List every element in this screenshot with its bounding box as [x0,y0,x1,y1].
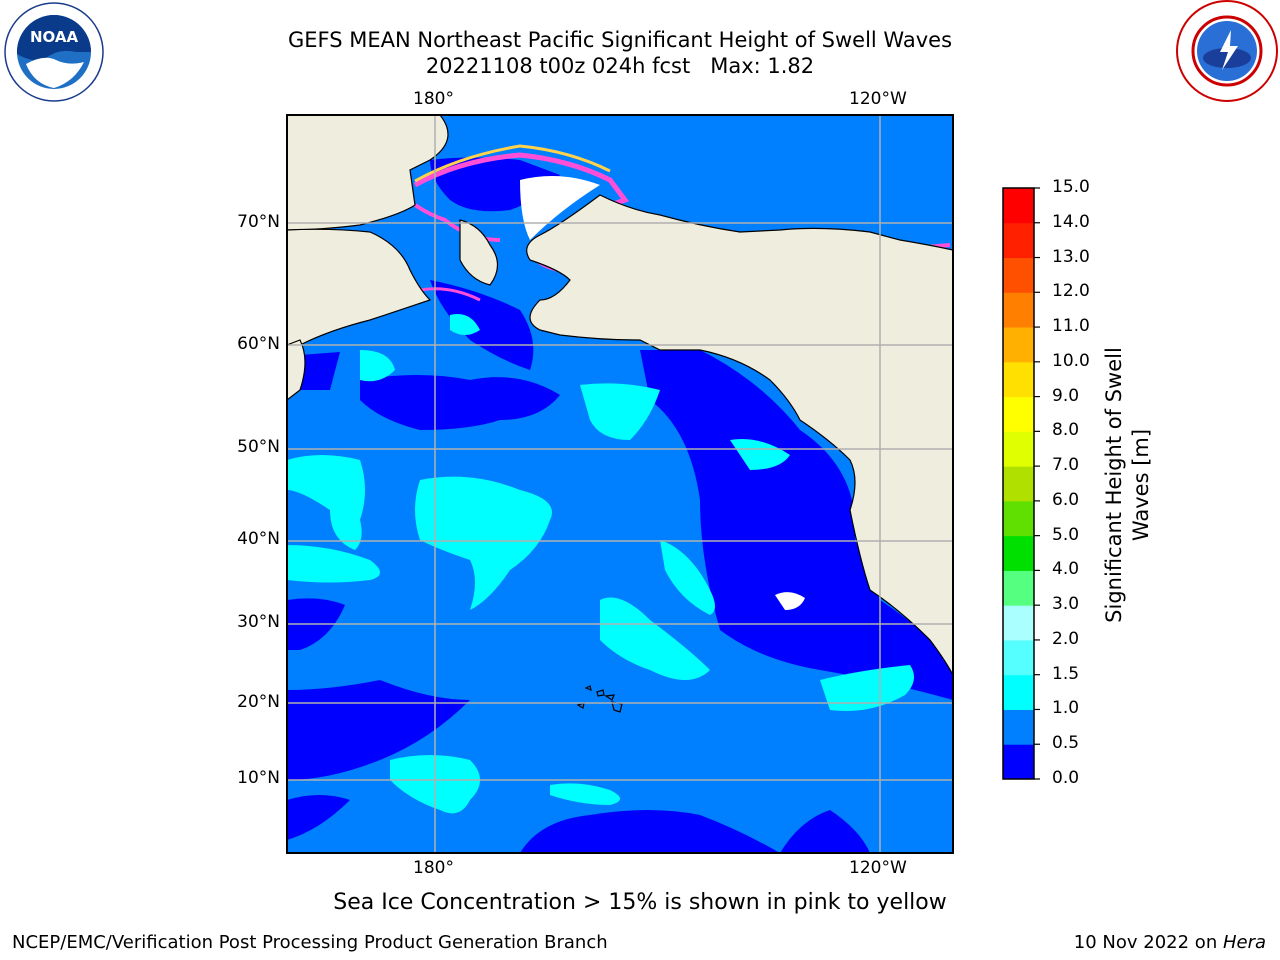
colorbar-tick-label: 10.0 [1052,350,1090,371]
svg-text:NOAA: NOAA [30,28,79,46]
colorbar-tick-label: 0.5 [1052,733,1080,754]
footer-date: 10 Nov 2022 on Hera [1074,932,1266,953]
national-weather-service-logo [1176,0,1278,102]
colorbar-tick-label: 6.0 [1052,489,1080,510]
colorbar-tick-label: 5.0 [1052,524,1080,545]
lat-label-10n: 10°N [237,768,280,788]
colorbar-segment [1003,222,1034,259]
colorbar-segment [1003,361,1034,398]
colorbar-frame [1002,187,1035,780]
colorbar-segment [1003,605,1034,641]
colorbar-segment [1003,674,1034,710]
lon-label-120w-bottom: 120°W [849,858,907,878]
colorbar [1003,187,1040,780]
colorbar-segment [1003,188,1034,224]
colorbar-segment [1003,292,1034,328]
colorbar-tick-label: 1.5 [1052,663,1080,684]
colorbar-segment [1003,570,1034,606]
lat-label-60n: 60°N [237,334,280,354]
noaa-logo: NOAA [4,2,104,102]
colorbar-tick-label: 13.0 [1052,246,1090,267]
colorbar-tick-label: 14.0 [1052,211,1090,232]
colorbar-segment [1003,257,1034,293]
colorbar-tick-label: 12.0 [1052,281,1090,302]
colorbar-title: Significant Height of Swell Waves [m] [1101,325,1155,645]
colorbar-segment [1003,639,1034,676]
colorbar-segment [1003,744,1034,780]
lon-label-120w-top: 120°W [849,89,907,109]
graticule [287,115,953,853]
hawaii-islands [576,685,623,713]
colorbar-title-line2: Waves [m] [1129,428,1153,542]
footer-host: Hera [1222,932,1266,953]
lat-label-40n: 40°N [237,529,280,549]
lat-label-20n: 20°N [237,692,280,712]
colorbar-tick-label: 1.0 [1052,698,1080,719]
lat-label-30n: 30°N [237,612,280,632]
low-swell-regions [287,157,953,853]
colorbar-tick-label: 9.0 [1052,385,1080,406]
colorbar-tick-label: 4.0 [1052,559,1080,580]
footer-date-text: 10 Nov 2022 on [1073,932,1223,953]
colorbar-segment [1003,431,1034,467]
colorbar-tick-label: 7.0 [1052,455,1080,476]
colorbar-segment [1003,327,1034,363]
colorbar-tick-label: 8.0 [1052,420,1080,441]
map-area [287,115,953,853]
footer-credit: NCEP/EMC/Verification Post Processing Pr… [12,932,608,953]
colorbar-tick-label: 15.0 [1052,177,1090,197]
colorbar-tick-label: 2.0 [1052,628,1080,649]
colorbar-tick-label: 11.0 [1052,316,1090,337]
land-masses [287,115,953,676]
colorbar-segment [1003,396,1034,432]
sea-ice-caption: Sea Ice Concentration > 15% is shown in … [333,890,947,915]
lat-label-50n: 50°N [237,437,280,457]
chart-subtitle: 20221108 t00z 024h fcst Max: 1.82 [425,54,815,78]
colorbar-segment [1003,466,1034,502]
lon-label-180-top: 180° [413,89,454,109]
colorbar-tick-label: 0.0 [1052,768,1080,788]
colorbar-segment [1003,500,1034,537]
colorbar-segment [1003,535,1034,571]
colorbar-segment [1003,709,1034,745]
colorbar-tick-label: 3.0 [1052,594,1080,615]
lat-label-70n: 70°N [237,212,280,232]
colorbar-title-line1: Significant Height of Swell [1102,347,1126,623]
chart-title: GEFS MEAN Northeast Pacific Significant … [287,28,953,52]
map-frame [286,114,954,854]
lon-label-180-bottom: 180° [413,858,454,878]
